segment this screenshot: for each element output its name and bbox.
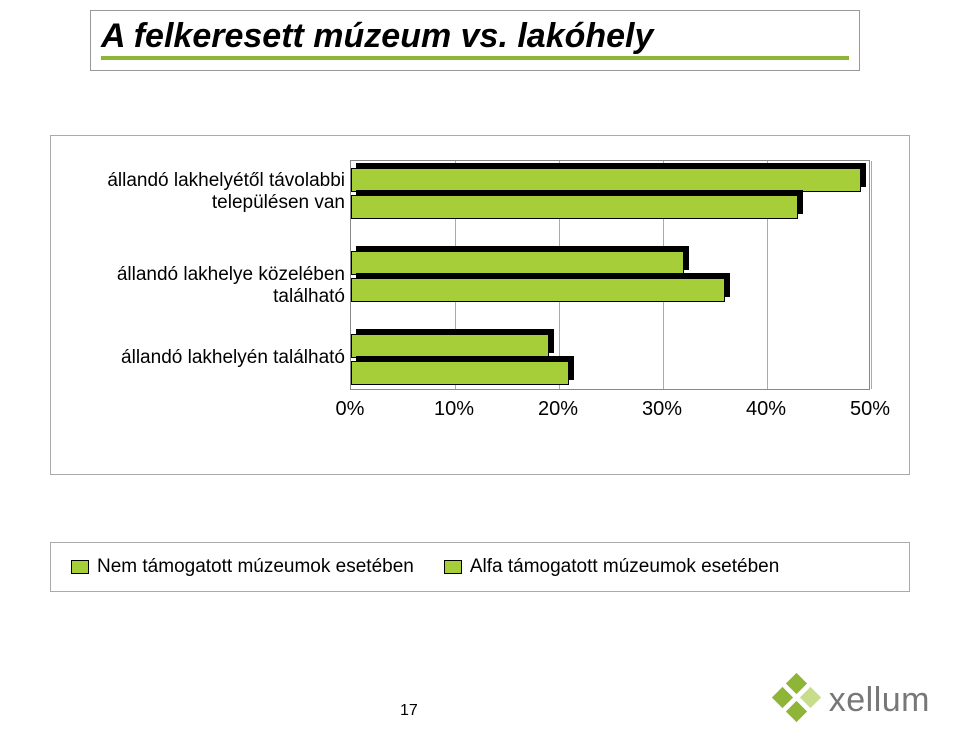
bar bbox=[351, 334, 549, 358]
legend-item: Alfa támogatott múzeumok esetében bbox=[444, 556, 779, 578]
page-title: A felkeresett múzeum vs. lakóhely bbox=[101, 17, 653, 55]
x-axis-tick: 40% bbox=[746, 398, 786, 421]
logo-mark bbox=[775, 678, 819, 722]
bar bbox=[351, 168, 861, 192]
x-axis-labels: 0%10%20%30%40%50% bbox=[350, 398, 870, 428]
x-axis-tick: 20% bbox=[538, 398, 578, 421]
legend-swatch bbox=[444, 560, 462, 574]
bar bbox=[351, 195, 798, 219]
y-axis-labels: állandó lakhelyétől távolabbi települése… bbox=[50, 160, 345, 390]
bar bbox=[351, 278, 725, 302]
y-axis-label: állandó lakhelyétől távolabbi települése… bbox=[50, 170, 345, 214]
title-container: A felkeresett múzeum vs. lakóhely bbox=[90, 10, 860, 71]
legend-item: Nem támogatott múzeumok esetében bbox=[71, 556, 414, 578]
bar bbox=[351, 361, 569, 385]
legend-label: Alfa támogatott múzeumok esetében bbox=[470, 556, 779, 578]
x-axis-tick: 10% bbox=[434, 398, 474, 421]
legend: Nem támogatott múzeumok esetében Alfa tám… bbox=[50, 542, 910, 592]
logo-text: xellum bbox=[829, 681, 930, 720]
title-underline: A felkeresett múzeum vs. lakóhely bbox=[101, 17, 849, 60]
y-axis-label: állandó lakhelyén található bbox=[50, 347, 345, 369]
bar bbox=[351, 251, 684, 275]
logo-diamond-icon bbox=[786, 701, 807, 722]
plot-area bbox=[350, 160, 870, 390]
logo: xellum bbox=[775, 678, 930, 722]
y-axis-label: állandó lakhelye közelében található bbox=[50, 264, 345, 308]
logo-diamond-icon bbox=[772, 687, 793, 708]
legend-swatch bbox=[71, 560, 89, 574]
legend-label: Nem támogatott múzeumok esetében bbox=[97, 556, 414, 578]
x-axis-tick: 50% bbox=[850, 398, 890, 421]
bar-chart: állandó lakhelyétől távolabbi települése… bbox=[50, 160, 910, 430]
logo-diamond-icon bbox=[786, 673, 807, 694]
x-axis-tick: 0% bbox=[336, 398, 365, 421]
logo-diamond-icon bbox=[800, 687, 821, 708]
x-axis-tick: 30% bbox=[642, 398, 682, 421]
page-number: 17 bbox=[400, 702, 418, 720]
